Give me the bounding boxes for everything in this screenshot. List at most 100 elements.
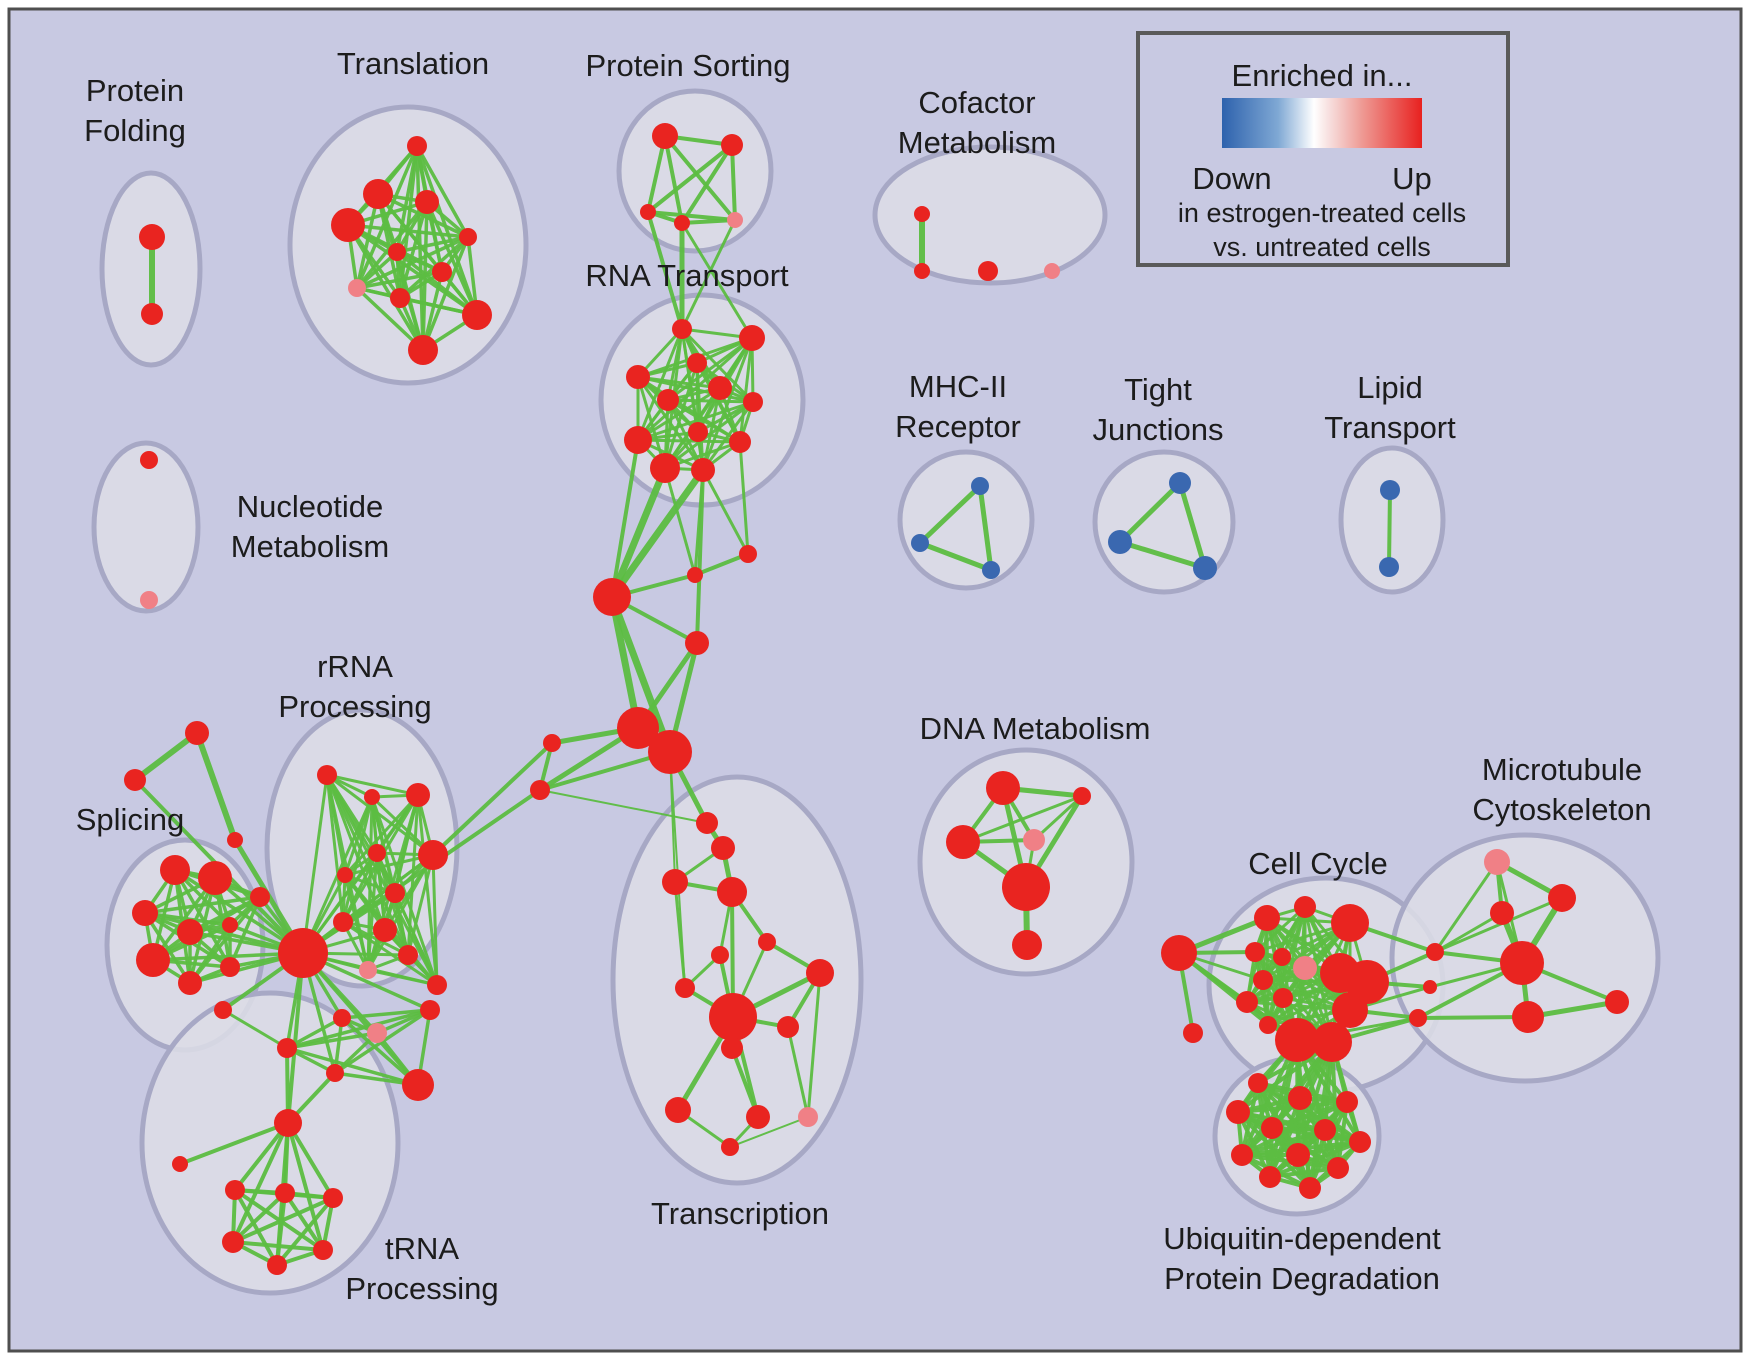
gene-set-node[interactable] [650,453,680,483]
gene-set-node[interactable] [141,303,163,325]
gene-set-node[interactable] [1193,556,1217,580]
gene-set-node[interactable] [140,451,158,469]
gene-set-node[interactable] [739,325,765,351]
gene-set-node[interactable] [177,919,203,945]
gene-set-node[interactable] [132,900,158,926]
gene-set-node[interactable] [1332,992,1368,1028]
gene-set-node[interactable] [1380,480,1400,500]
gene-set-node[interactable] [593,578,631,616]
gene-set-node[interactable] [359,961,377,979]
gene-set-node[interactable] [543,734,561,752]
gene-set-node[interactable] [1259,1016,1277,1034]
gene-set-node[interactable] [688,422,708,442]
gene-set-node[interactable] [708,376,732,400]
gene-set-node[interactable] [432,262,452,282]
gene-set-node[interactable] [267,1255,287,1275]
gene-set-node[interactable] [1426,943,1444,961]
gene-set-node[interactable] [709,993,757,1041]
gene-set-node[interactable] [348,279,366,297]
gene-set-node[interactable] [139,224,165,250]
gene-set-node[interactable] [1379,557,1399,577]
gene-set-node[interactable] [408,335,438,365]
gene-set-node[interactable] [160,855,190,885]
gene-set-node[interactable] [326,1064,344,1082]
gene-set-node[interactable] [363,179,393,209]
gene-set-node[interactable] [1331,904,1369,942]
gene-set-node[interactable] [277,1038,297,1058]
gene-set-node[interactable] [665,1097,691,1123]
gene-set-node[interactable] [978,261,998,281]
gene-set-node[interactable] [746,1105,770,1129]
gene-set-node[interactable] [1294,896,1316,918]
gene-set-node[interactable] [331,208,365,242]
gene-set-node[interactable] [1231,1144,1253,1166]
gene-set-node[interactable] [729,431,751,453]
gene-set-node[interactable] [317,765,337,785]
gene-set-node[interactable] [333,912,353,932]
gene-set-node[interactable] [674,215,690,231]
gene-set-node[interactable] [626,365,650,389]
gene-set-node[interactable] [1248,1073,1268,1093]
gene-set-node[interactable] [687,353,707,373]
gene-set-node[interactable] [711,836,735,860]
gene-set-node[interactable] [402,1069,434,1101]
gene-set-node[interactable] [1245,942,1265,962]
gene-set-node[interactable] [337,867,353,883]
gene-set-node[interactable] [1108,530,1132,554]
gene-set-node[interactable] [1299,1177,1321,1199]
gene-set-node[interactable] [462,300,492,330]
gene-set-node[interactable] [418,840,448,870]
gene-set-node[interactable] [687,567,703,583]
gene-set-node[interactable] [415,190,439,214]
gene-set-node[interactable] [1327,1157,1349,1179]
gene-set-node[interactable] [275,1183,295,1203]
gene-set-node[interactable] [323,1188,343,1208]
gene-set-node[interactable] [1023,829,1045,851]
gene-set-node[interactable] [640,204,656,220]
gene-set-node[interactable] [1183,1023,1203,1043]
gene-set-node[interactable] [198,861,232,895]
gene-set-node[interactable] [1548,884,1576,912]
gene-set-node[interactable] [1236,991,1258,1013]
gene-set-node[interactable] [1490,901,1514,925]
gene-set-node[interactable] [124,769,146,791]
gene-set-node[interactable] [971,477,989,495]
gene-set-node[interactable] [333,1009,351,1027]
gene-set-node[interactable] [250,887,270,907]
gene-set-node[interactable] [1314,1119,1336,1141]
gene-set-node[interactable] [1161,935,1197,971]
gene-set-node[interactable] [711,946,729,964]
gene-set-node[interactable] [624,426,652,454]
gene-set-node[interactable] [743,392,763,412]
gene-set-node[interactable] [420,1000,440,1020]
gene-set-node[interactable] [185,721,209,745]
gene-set-node[interactable] [675,978,695,998]
gene-set-node[interactable] [1423,980,1437,994]
gene-set-node[interactable] [388,243,406,261]
gene-set-node[interactable] [530,780,550,800]
gene-set-node[interactable] [407,136,427,156]
gene-set-node[interactable] [986,771,1020,805]
gene-set-node[interactable] [1259,1166,1281,1188]
gene-set-node[interactable] [390,288,410,308]
gene-set-node[interactable] [225,1180,245,1200]
gene-set-node[interactable] [1012,930,1042,960]
gene-set-node[interactable] [721,1138,739,1156]
gene-set-node[interactable] [1312,1022,1352,1062]
gene-set-node[interactable] [806,959,834,987]
gene-set-node[interactable] [227,832,243,848]
gene-set-node[interactable] [140,591,158,609]
gene-set-node[interactable] [914,263,930,279]
gene-set-node[interactable] [398,945,418,965]
gene-set-node[interactable] [672,319,692,339]
gene-set-node[interactable] [222,917,238,933]
gene-set-node[interactable] [220,957,240,977]
gene-set-node[interactable] [385,883,405,903]
gene-set-node[interactable] [1275,1018,1319,1062]
gene-set-node[interactable] [1345,960,1389,1004]
gene-set-node[interactable] [172,1156,188,1172]
gene-set-node[interactable] [685,631,709,655]
gene-set-node[interactable] [662,869,688,895]
gene-set-node[interactable] [1044,263,1060,279]
gene-set-node[interactable] [178,971,202,995]
